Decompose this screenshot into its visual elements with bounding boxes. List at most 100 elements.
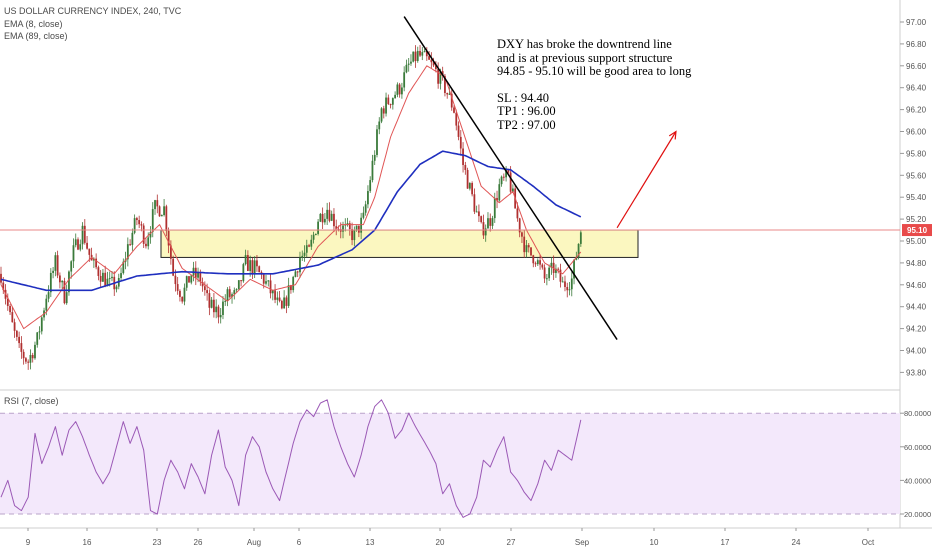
candle-body — [231, 294, 233, 297]
support-zone — [160, 229, 639, 258]
candle-body — [79, 244, 82, 250]
candle-body — [31, 354, 34, 359]
price-tick-label: 95.40 — [906, 193, 927, 202]
rsi-tick-label: 60.0000 — [904, 443, 931, 452]
annotation-line-2: and is at previous support structure — [497, 50, 673, 65]
candle-body — [13, 322, 16, 331]
candle-body — [579, 232, 582, 244]
candle-body — [140, 224, 143, 226]
candle-body — [423, 51, 426, 53]
candle-body — [371, 160, 374, 181]
candle-body — [271, 290, 274, 294]
time-tick-label: 17 — [721, 538, 730, 547]
candle-body — [276, 297, 279, 300]
candle-body — [346, 223, 349, 225]
candle-body — [314, 233, 317, 235]
price-tick-label: 96.20 — [906, 106, 927, 115]
price-tick-label: 96.40 — [906, 84, 927, 93]
price-tick-label: 96.80 — [906, 40, 927, 49]
candle-body — [566, 286, 569, 291]
candle-body — [131, 232, 134, 245]
candle-body — [378, 121, 381, 130]
candle-body — [129, 244, 132, 246]
candle-body — [15, 330, 18, 337]
candle-body — [362, 212, 365, 218]
candle-body — [142, 225, 145, 244]
candle-body — [83, 225, 86, 243]
candle-body — [188, 276, 190, 283]
long-arrow — [616, 131, 677, 229]
rsi-band — [0, 413, 900, 514]
candle-body — [518, 218, 521, 233]
time-tick-label: 23 — [153, 538, 162, 547]
annotation-tp1: TP1 : 96.00 — [497, 104, 556, 119]
candle-body — [172, 258, 175, 276]
candle-body — [201, 281, 204, 287]
candle-body — [428, 56, 430, 60]
candle-body — [253, 260, 256, 274]
candle-body — [509, 172, 512, 192]
candle-body — [444, 75, 446, 93]
candle-body — [95, 258, 98, 268]
candle-body — [149, 232, 152, 238]
candle-body — [299, 257, 301, 273]
candle-body — [310, 239, 313, 247]
candle-body — [568, 289, 571, 291]
candle-body — [389, 104, 392, 106]
candle-body — [183, 287, 186, 302]
candle-body — [543, 267, 546, 279]
candle-body — [491, 218, 494, 226]
ema-slow-legend: EMA (89, close) — [4, 31, 68, 41]
candle-body — [450, 93, 453, 108]
price-tick-label: 94.60 — [906, 281, 927, 290]
candle-body — [77, 239, 79, 250]
candle-body — [446, 92, 449, 95]
candle-body — [104, 272, 107, 287]
candle-body — [555, 268, 557, 273]
candle-body — [97, 267, 100, 276]
candle-body — [462, 148, 464, 166]
candle-body — [251, 260, 254, 274]
candle-body — [197, 272, 199, 278]
candle-body — [235, 289, 238, 291]
candle-body — [151, 209, 154, 233]
rsi-tick-label: 80.0000 — [904, 409, 931, 418]
candle-body — [249, 260, 252, 271]
candle-body — [179, 290, 181, 297]
candle-body — [145, 243, 147, 247]
candle-body — [317, 221, 319, 234]
candle-body — [174, 275, 177, 285]
candle-body — [478, 211, 480, 217]
time-tick-label: 20 — [436, 538, 445, 547]
candle-body — [47, 292, 50, 299]
price-tick-label: 96.00 — [906, 128, 927, 137]
candle-body — [480, 216, 483, 223]
candle-body — [274, 290, 276, 300]
price-tick-label: 94.20 — [906, 325, 927, 334]
candle-body — [369, 180, 372, 192]
candle-body — [18, 336, 21, 344]
downtrend-line — [403, 16, 618, 340]
candle-body — [333, 213, 335, 227]
candle-body — [133, 218, 136, 233]
candle-body — [285, 297, 288, 306]
candle-body — [81, 225, 84, 245]
price-tick-label: 94.00 — [906, 347, 927, 356]
candle-body — [455, 112, 458, 126]
candle-body — [292, 276, 295, 291]
candle-body — [11, 312, 14, 323]
candle-body — [269, 280, 272, 294]
candle-body — [505, 169, 507, 178]
candle-body — [203, 286, 206, 291]
time-tick-label: 24 — [792, 538, 801, 547]
candle-body — [357, 225, 360, 233]
candle-body — [290, 285, 292, 291]
candle-body — [387, 97, 390, 105]
candle-body — [126, 244, 129, 260]
candle-body — [412, 51, 415, 62]
candle-body — [403, 72, 406, 88]
candle-body — [2, 282, 5, 290]
candle-body — [217, 306, 220, 318]
